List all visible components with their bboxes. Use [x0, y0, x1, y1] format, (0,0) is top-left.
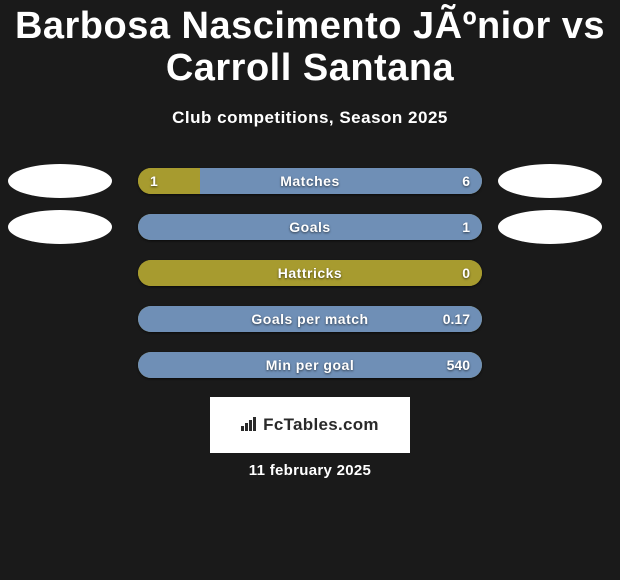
bars-icon: [241, 415, 259, 436]
value-right: 6: [462, 168, 470, 194]
date-text: 11 february 2025: [0, 462, 620, 479]
player-right-oval: [498, 210, 602, 244]
value-left: 1: [150, 168, 158, 194]
value-right: 1: [462, 214, 470, 240]
stats-block: Matches16Goals1Hattricks0Goals per match…: [0, 160, 620, 390]
stat-row: Goals1: [0, 206, 620, 252]
comparison-bar: Goals per match0.17: [138, 306, 482, 332]
comparison-infographic: { "title": "Barbosa Nascimento JÃºnior v…: [0, 0, 620, 580]
logo-box: FcTables.com: [210, 397, 410, 453]
player-left-oval: [8, 210, 112, 244]
stat-row: Goals per match0.17: [0, 298, 620, 344]
comparison-bar: Matches1 6: [138, 168, 482, 194]
comparison-bar: Goals1: [138, 214, 482, 240]
bar-label: Min per goal: [138, 352, 482, 378]
comparison-bar: Min per goal540: [138, 352, 482, 378]
value-right: 0.17: [443, 306, 470, 332]
player-right-oval: [498, 164, 602, 198]
stat-row: Hattricks0: [0, 252, 620, 298]
stat-row: Min per goal540: [0, 344, 620, 390]
logo-text: FcTables.com: [263, 415, 379, 435]
value-right: 540: [447, 352, 470, 378]
subtitle: Club competitions, Season 2025: [0, 108, 620, 128]
page-title: Barbosa Nascimento JÃºnior vs Carroll Sa…: [0, 0, 620, 90]
stat-row: Matches1 6: [0, 160, 620, 206]
comparison-bar: Hattricks0: [138, 260, 482, 286]
bar-label: Goals per match: [138, 306, 482, 332]
value-right: 0: [462, 260, 470, 286]
bar-label: Hattricks: [138, 260, 482, 286]
player-left-oval: [8, 164, 112, 198]
bar-label: Matches: [138, 168, 482, 194]
bar-label: Goals: [138, 214, 482, 240]
